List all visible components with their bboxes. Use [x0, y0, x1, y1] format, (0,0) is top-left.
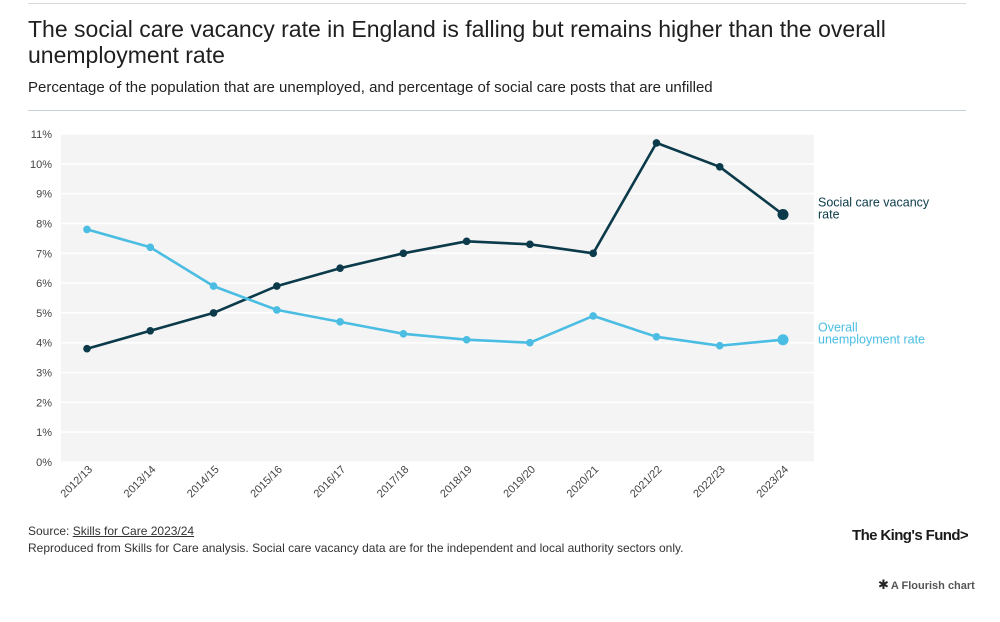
data-point — [273, 306, 281, 314]
series-points — [83, 139, 789, 353]
data-point — [777, 209, 789, 221]
data-point — [777, 334, 789, 346]
data-point — [336, 264, 344, 272]
data-point — [209, 309, 218, 317]
chart-subtitle: Percentage of the population that are un… — [28, 79, 713, 96]
series-label: Overall — [818, 321, 858, 335]
y-tick-label: 8% — [36, 218, 52, 230]
y-tick-label: 7% — [36, 248, 52, 260]
top-rule — [28, 3, 966, 4]
data-point — [146, 327, 155, 335]
data-point — [83, 344, 91, 353]
y-tick-label: 1% — [36, 427, 52, 439]
kings-fund-logo[interactable]: The King's Fund> — [852, 527, 969, 544]
x-tick-label: 2013/14 — [122, 464, 159, 501]
x-tick-label: 2022/23 — [691, 464, 728, 501]
y-tick-label: 2% — [36, 397, 52, 409]
x-tick-label: 2012/13 — [59, 464, 96, 501]
grid-lines — [61, 133, 814, 463]
y-tick-label: 9% — [36, 189, 52, 201]
data-point — [715, 163, 724, 171]
y-tick-label: 11% — [31, 129, 52, 141]
x-tick-label: 2018/19 — [438, 464, 475, 501]
source-prefix: Source: — [28, 524, 73, 538]
series-line — [86, 141, 784, 350]
chart-title: The social care vacancy rate in England … — [28, 16, 886, 68]
data-point — [462, 237, 471, 246]
x-tick-label: 2015/16 — [248, 464, 285, 501]
x-axis: 2012/13 2013/14 2014/15 2015/16 2016/17 2017/… — [59, 464, 792, 501]
y-tick-label: 6% — [36, 278, 52, 290]
source: Source: Skills for Care 2023/24 — [28, 524, 194, 538]
x-tick-label: 2021/22 — [628, 464, 665, 501]
data-point — [589, 249, 597, 258]
y-tick-label: 0% — [36, 457, 52, 469]
x-tick-label: 2016/17 — [312, 464, 349, 501]
data-point — [526, 240, 534, 249]
y-tick-label: 3% — [36, 368, 52, 380]
series-label: rate — [818, 208, 840, 222]
footnote: Reproduced from Skills for Care analysis… — [28, 541, 684, 555]
series-label: unemployment rate — [818, 333, 925, 347]
series-label: Social care vacancy — [818, 196, 930, 210]
flourish-credit[interactable]: ✱ A Flourish chart — [878, 577, 975, 593]
x-tick-label: 2019/20 — [501, 464, 538, 501]
data-point — [526, 338, 534, 347]
data-point — [652, 139, 661, 147]
data-point — [146, 243, 155, 252]
y-tick-label: 5% — [36, 308, 52, 320]
series-line — [86, 228, 784, 347]
data-point — [462, 335, 471, 344]
data-point — [589, 312, 597, 320]
plot-background — [61, 134, 814, 462]
data-point — [83, 225, 91, 234]
x-tick-label: 2023/24 — [755, 464, 792, 501]
data-point — [209, 282, 218, 290]
data-point — [336, 318, 344, 326]
y-tick-label: 10% — [30, 159, 52, 171]
flourish-credit-text: A Flourish chart — [890, 580, 975, 592]
data-point — [399, 329, 408, 338]
flourish-star-icon: ✱ — [878, 577, 889, 592]
x-tick-label: 2020/21 — [565, 464, 602, 501]
data-point — [399, 249, 408, 258]
data-point — [652, 332, 661, 341]
y-tick-label: 4% — [36, 338, 52, 350]
x-tick-label: 2014/15 — [185, 464, 222, 501]
x-tick-label: 2017/18 — [375, 464, 412, 501]
y-axis: 0% 1% 2% 3% 4% 5% 6% 7% 8% 9% 10% 11% — [30, 129, 52, 469]
data-point — [273, 282, 281, 290]
series-lines — [86, 141, 784, 350]
source-link[interactable]: Skills for Care 2023/24 — [72, 524, 195, 538]
data-point — [715, 341, 724, 350]
header-rule — [28, 110, 966, 111]
